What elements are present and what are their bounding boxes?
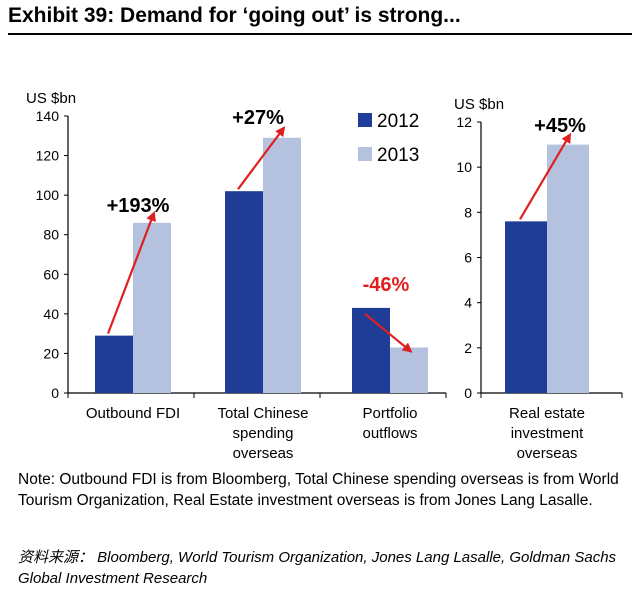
y-tick-label: 0	[51, 385, 59, 401]
title-underline	[8, 33, 632, 35]
chart-sources: 资料来源： Bloomberg, World Tourism Organizat…	[18, 549, 617, 587]
category-label: Real estate investment overseas	[509, 405, 585, 462]
bar-2013-2	[390, 347, 428, 393]
change-arrow	[106, 210, 156, 335]
y-tick-label: 12	[456, 114, 472, 130]
bar-2013-0	[547, 144, 589, 393]
change-label: +27%	[232, 107, 284, 129]
y-tick-label: 0	[464, 385, 472, 401]
category-label: Total Chinese spending overseas	[218, 405, 309, 462]
y-tick-label: 6	[464, 250, 472, 266]
legend-label-2013: 2013	[377, 145, 419, 166]
category-label: Portfolio outflows	[362, 405, 417, 442]
change-arrow	[237, 126, 286, 190]
chart-left-panel: US $bn 0 20 40 60 80 100 120 140 Outbound FDI Tota…	[26, 90, 447, 462]
bar-2013-0	[133, 222, 171, 393]
y-tick-label: 120	[36, 148, 60, 164]
y-tick-label: 80	[43, 227, 59, 243]
bar-2012-1	[225, 191, 263, 393]
y-tick-label: 40	[43, 306, 59, 322]
y-tick-label: 4	[464, 295, 472, 311]
bar-2013-1	[263, 137, 301, 393]
y-tick-label: 100	[36, 187, 60, 203]
y-tick-label: 60	[43, 266, 59, 282]
bar-2012-0	[505, 221, 547, 393]
change-arrow	[519, 132, 572, 220]
y-axis-unit-label: US $bn	[26, 90, 76, 107]
change-label: -46%	[363, 274, 410, 296]
chart-right-panel: US $bn 0 2 4 6 8 10 12 Real estate investment over…	[454, 96, 623, 462]
bar-2012-2	[352, 307, 390, 393]
legend-swatch-2013	[358, 147, 372, 161]
y-tick-label: 8	[464, 204, 472, 220]
category-label: Outbound FDI	[86, 405, 180, 422]
y-tick-label: 2	[464, 340, 472, 356]
change-label: +193%	[107, 195, 170, 217]
y-tick-label: 140	[36, 108, 60, 124]
y-axis-unit-label: US $bn	[454, 96, 504, 113]
y-tick-label: 10	[456, 159, 472, 175]
chart-note: Note: Outbound FDI is from Bloomberg, To…	[18, 471, 619, 509]
exhibit-title: Exhibit 39: Demand for ‘going out’ is st…	[8, 4, 461, 27]
legend-swatch-2012	[358, 113, 372, 127]
change-arrow	[364, 313, 413, 353]
legend-label-2012: 2012	[377, 111, 419, 132]
bar-2012-0	[95, 335, 133, 393]
y-tick-label: 20	[43, 345, 59, 361]
change-label: +45%	[534, 115, 586, 137]
